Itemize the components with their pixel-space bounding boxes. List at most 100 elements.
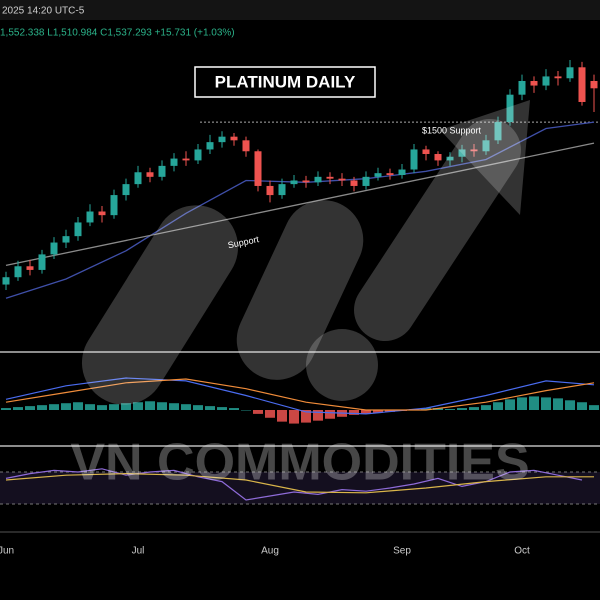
indicator-line xyxy=(5,377,595,415)
candle-body xyxy=(2,277,10,285)
histogram-bar xyxy=(469,407,479,410)
candle-body xyxy=(542,76,550,86)
histogram-bar xyxy=(505,399,515,410)
top-bar xyxy=(0,0,600,20)
logo-stroke xyxy=(236,200,364,380)
x-tick-label: Jun xyxy=(0,546,14,557)
candle-body xyxy=(314,176,322,183)
candle-body xyxy=(50,242,58,255)
histogram-bar xyxy=(85,404,95,410)
logo-arrow xyxy=(354,119,521,341)
histogram-bar xyxy=(109,404,119,410)
candle-body xyxy=(470,149,478,152)
candle-body xyxy=(482,140,490,152)
candle-body xyxy=(26,266,34,270)
watermark-logo xyxy=(81,100,530,405)
candle-body xyxy=(230,136,238,141)
candle-body xyxy=(242,140,250,152)
histogram-bar xyxy=(445,409,455,410)
histogram-bar xyxy=(577,402,587,410)
histogram-bar xyxy=(205,406,215,410)
candle-body xyxy=(86,211,94,223)
candle-body xyxy=(446,156,454,161)
support-label: $1500 Support xyxy=(422,125,482,135)
candle-body xyxy=(290,180,298,185)
candle-body xyxy=(434,154,442,161)
candle-body xyxy=(170,158,178,166)
logo-arrow-head xyxy=(440,100,530,215)
datetime: 2025 14:20 UTC-5 xyxy=(2,6,85,17)
indicator-line xyxy=(5,378,595,411)
histogram-bar xyxy=(253,410,263,414)
histogram-bar xyxy=(313,410,323,421)
candle-body xyxy=(254,151,262,186)
histogram-bar xyxy=(61,403,71,410)
candle-body xyxy=(350,180,358,186)
histogram-bar xyxy=(37,405,47,410)
histogram-bar xyxy=(241,410,251,411)
candle-body xyxy=(518,80,526,95)
histogram-bar xyxy=(145,401,155,410)
candle-body xyxy=(338,178,346,181)
candle-body xyxy=(206,142,214,150)
candle-body xyxy=(578,67,586,102)
candle-body xyxy=(74,222,82,237)
histogram-bar xyxy=(193,405,203,410)
ohlc-readout: 1,552.338 L1,510.984 C1,537.293 +15.731 … xyxy=(0,28,235,39)
candle-body xyxy=(182,158,190,161)
moving-average xyxy=(5,142,595,267)
candle-body xyxy=(14,266,22,278)
histogram-bar xyxy=(541,397,551,410)
watermark: VN COMMODITIES xyxy=(70,434,529,492)
histogram-bar xyxy=(265,410,275,418)
candle-body xyxy=(110,195,118,216)
histogram-bar xyxy=(121,403,131,410)
histogram-bar xyxy=(565,400,575,410)
histogram-bar xyxy=(553,398,563,410)
histogram-bar xyxy=(217,407,227,410)
x-tick-label: Sep xyxy=(393,546,411,557)
candle-body xyxy=(422,149,430,155)
histogram-bar xyxy=(277,410,287,422)
candle-body xyxy=(278,184,286,196)
histogram-bar xyxy=(457,408,467,410)
candle-body xyxy=(506,94,514,123)
histogram-bar xyxy=(289,410,299,424)
candle-body xyxy=(410,149,418,170)
x-tick-label: Oct xyxy=(514,546,530,557)
histogram-bar xyxy=(529,396,539,410)
histogram-bar xyxy=(229,408,239,410)
candle-body xyxy=(458,149,466,157)
histogram-bar xyxy=(373,410,383,413)
histogram-bar xyxy=(169,403,179,410)
histogram-bar xyxy=(181,404,191,410)
candle-body xyxy=(386,173,394,175)
logo-dot xyxy=(306,329,378,401)
candle-body xyxy=(134,172,142,185)
x-tick-label: Jul xyxy=(132,546,145,557)
histogram-bar xyxy=(421,408,431,410)
candle-body xyxy=(566,67,574,79)
chart-title: PLATINUM DAILY xyxy=(215,72,356,91)
title-box xyxy=(194,66,376,98)
histogram-bar xyxy=(325,410,335,419)
candle-body xyxy=(326,176,334,179)
candle-body xyxy=(38,254,46,270)
candle-body xyxy=(266,185,274,196)
candle-body xyxy=(302,180,310,183)
candle-body xyxy=(158,165,166,177)
histogram-bar xyxy=(589,405,599,410)
candle-body xyxy=(590,80,598,89)
candle-body xyxy=(554,76,562,79)
histogram-bar xyxy=(301,410,311,423)
histogram-bar xyxy=(25,406,35,410)
histogram-bar xyxy=(385,410,395,412)
candle-body xyxy=(194,149,202,161)
logo-stroke xyxy=(81,205,239,405)
histogram-bar xyxy=(517,397,527,410)
histogram-bar xyxy=(49,404,59,410)
candle-body xyxy=(374,173,382,177)
